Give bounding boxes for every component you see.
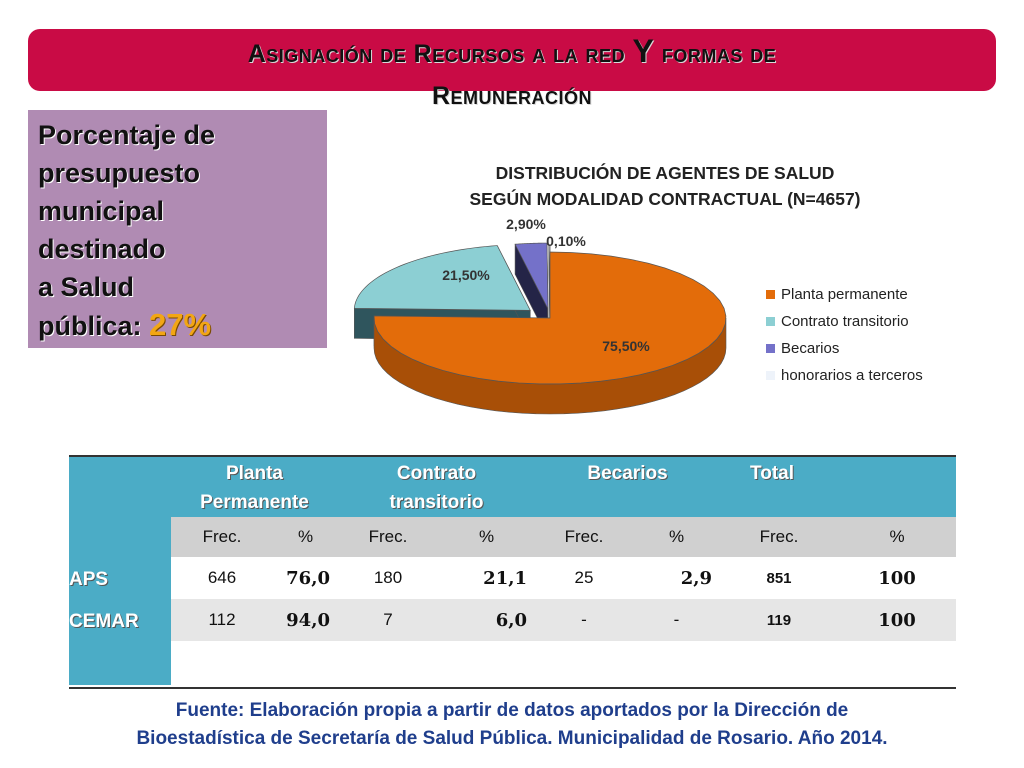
legend-label-contrato: Contrato transitorio: [781, 313, 909, 330]
legend-swatch-contrato: [766, 317, 775, 326]
title-banner: [28, 29, 996, 91]
chart-legend: Planta permanente Contrato transitorio B…: [766, 281, 966, 389]
source-note-line1: Fuente: Elaboración propia a partir de d…: [175, 700, 849, 721]
legend-label-becarios: Becarios: [781, 340, 840, 357]
subheader-cell: Frec.: [171, 517, 273, 557]
pie-label-planta: 75,50%: [602, 338, 650, 354]
legend-item-becarios: Becarios: [766, 335, 966, 362]
table-cell: 21,1: [438, 557, 536, 599]
legend-item-planta: Planta permanente: [766, 281, 966, 308]
table-cell: 180: [338, 557, 438, 599]
header-planta: Planta Permanente: [171, 457, 338, 517]
legend-swatch-planta: [766, 290, 775, 299]
subheader-cell: Frec.: [720, 517, 839, 557]
pie-label-becarios: 2,90%: [506, 216, 546, 232]
legend-item-honorarios: honorarios a terceros: [766, 362, 966, 389]
page-title: Asignación de Recursos a la red Y formas…: [28, 30, 996, 117]
table-cell: 94,0: [273, 599, 338, 641]
budget-percentage: 27%: [149, 307, 212, 342]
table-cell: -: [535, 599, 634, 641]
chart-title: DISTRIBUCIÓN DE AGENTES DE SALUD SEGÚN M…: [380, 160, 950, 212]
title-line2: Remuneración: [431, 82, 593, 110]
budget-label: Porcentaje de presupuesto municipal dest…: [38, 120, 216, 341]
title-line1-part2: Y: [632, 33, 655, 69]
table-cell: 119: [720, 599, 839, 641]
header-corner: [69, 457, 171, 517]
pie-slice-planta: [373, 251, 727, 415]
pie-label-honorarios: 0,10%: [546, 233, 586, 249]
legend-swatch-becarios: [766, 344, 775, 353]
header-contrato: Contrato transitorio: [338, 457, 536, 517]
subheader-cell: Frec.: [535, 517, 634, 557]
subheader-cell: Frec.: [338, 517, 438, 557]
table-subheader-row: APS CEMAR Frec. % Frec. % Frec. % Frec. …: [69, 517, 957, 685]
legend-item-contrato: Contrato transitorio: [766, 308, 966, 335]
table-cell: 25: [535, 557, 634, 599]
row-label-aps: APS: [69, 569, 109, 590]
table-cell-empty: [171, 641, 957, 685]
budget-text: Porcentaje de presupuesto municipal dest…: [38, 116, 323, 345]
table-cell: 646: [171, 557, 273, 599]
table-cell: 2,9: [633, 557, 721, 599]
table-cell: 7: [338, 599, 438, 641]
table-cell: 851: [720, 557, 839, 599]
table-row: 112 94,0 7 6,0 - - 119 100: [69, 599, 957, 641]
subheader-cell: %: [633, 517, 721, 557]
table-cell: 76,0: [273, 557, 338, 599]
table-cell: 100: [838, 599, 957, 641]
table-row: 646 76,0 180 21,1 25 2,9 851 100: [69, 557, 957, 599]
header-planta-label: Planta Permanente: [200, 463, 309, 513]
title-line1-part3: formas de: [661, 40, 777, 68]
chart-title-line1: DISTRIBUCIÓN DE AGENTES DE SALUD: [495, 163, 835, 183]
row-label-column: APS CEMAR: [69, 517, 171, 685]
legend-label-planta: Planta permanente: [781, 286, 908, 303]
row-label-cemar: CEMAR: [69, 611, 139, 632]
header-total-label: Total: [750, 463, 794, 484]
header-becarios: Becarios: [535, 457, 721, 517]
table-cell: 112: [171, 599, 273, 641]
table-cell: 100: [838, 557, 957, 599]
subheader-cell: %: [438, 517, 536, 557]
source-note: Fuente: Elaboración propia a partir de d…: [40, 697, 984, 753]
chart-title-line2: SEGÚN MODALIDAD CONTRACTUAL (N=4657): [469, 189, 861, 209]
title-line1-part1: Asignación de Recursos a la red: [247, 40, 626, 68]
budget-box: [28, 110, 327, 348]
table-row-empty: [69, 641, 957, 685]
table-cell: 6,0: [438, 599, 536, 641]
table-cell: -: [633, 599, 721, 641]
pie-label-contrato: 21,50%: [442, 267, 490, 283]
data-table: Planta Permanente Contrato transitorio B…: [69, 455, 957, 689]
source-note-line2: Bioestadística de Secretaría de Salud Pú…: [136, 728, 888, 749]
legend-label-honorarios: honorarios a terceros: [781, 367, 923, 384]
header-contrato-label: Contrato transitorio: [389, 463, 484, 513]
subheader-cell: %: [273, 517, 338, 557]
header-total: Total: [720, 457, 957, 517]
legend-swatch-honorarios: [766, 371, 775, 380]
subheader-cell: %: [838, 517, 957, 557]
table-header-row: Planta Permanente Contrato transitorio B…: [69, 457, 957, 517]
header-becarios-label: Becarios: [587, 463, 668, 484]
pie-slice-becarios: [514, 242, 549, 340]
